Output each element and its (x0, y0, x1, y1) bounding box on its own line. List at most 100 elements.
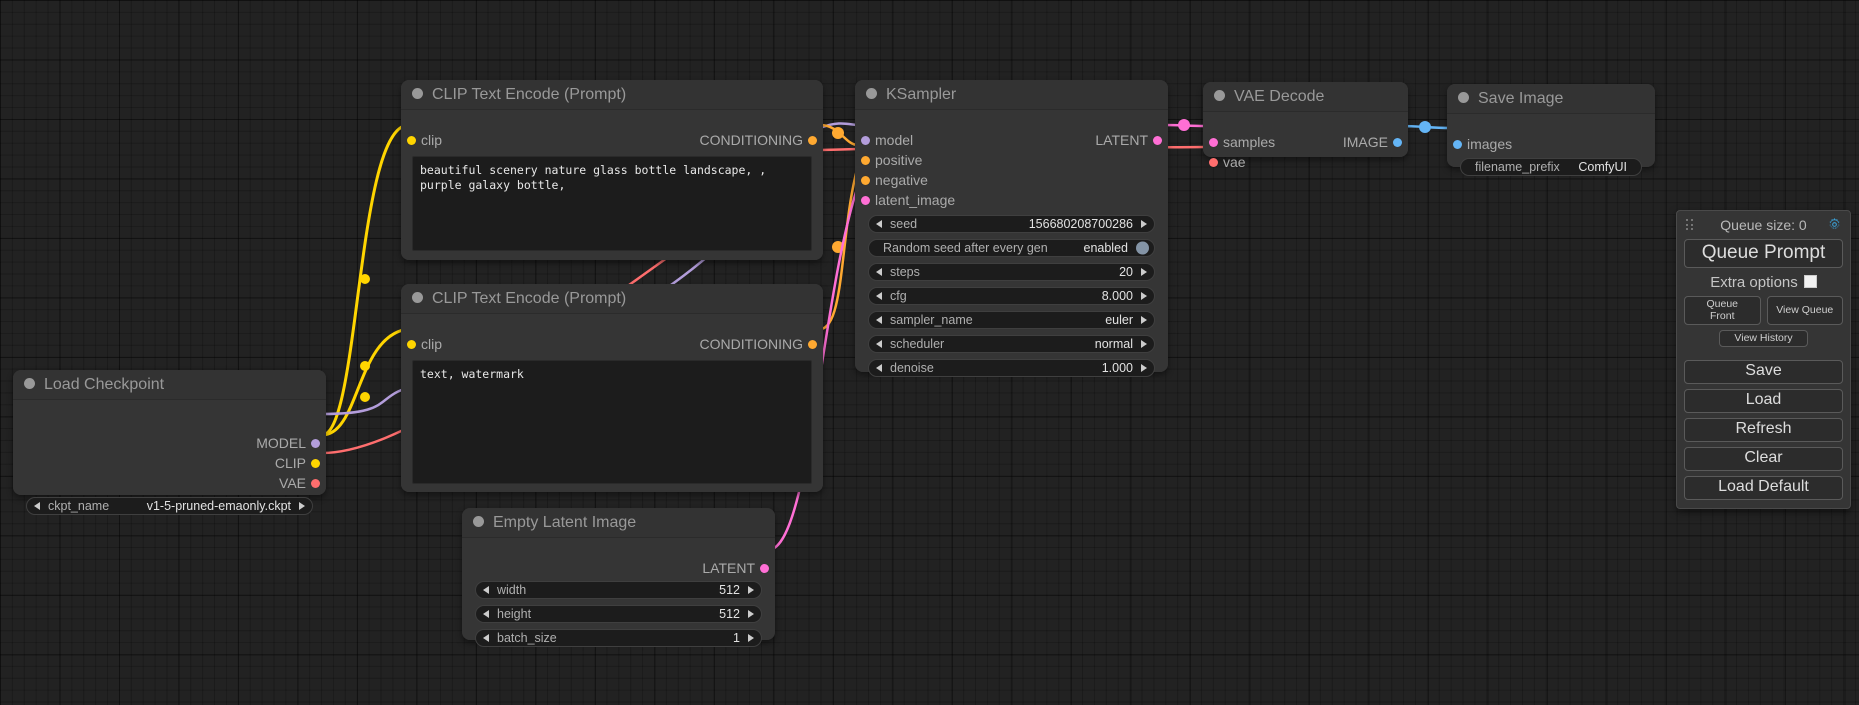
view-history-button[interactable]: View History (1719, 330, 1808, 347)
widget-denoise[interactable]: denoise 1.000 (868, 359, 1155, 377)
input-slot-samples[interactable]: samples (1209, 134, 1275, 150)
widget-value[interactable]: 1.000 (1101, 361, 1133, 375)
increment-arrow-icon[interactable] (1141, 364, 1147, 372)
queue-front-button[interactable]: Queue Front (1684, 296, 1761, 325)
slot-pip-negative-icon[interactable] (861, 176, 870, 185)
output-slot-clip[interactable]: CLIP (275, 455, 320, 471)
next-option-arrow-icon[interactable] (1141, 340, 1147, 348)
widget-value[interactable]: 156680208700286 (1028, 217, 1133, 231)
collapse-dot-icon[interactable] (473, 516, 484, 528)
widget-scheduler[interactable]: scheduler normal (868, 335, 1155, 353)
input-slot-latent-image[interactable]: latent_image (861, 192, 955, 208)
decrement-arrow-icon[interactable] (876, 220, 882, 228)
widget-filename-prefix[interactable]: filename_prefix ComfyUI (1460, 158, 1642, 176)
increment-arrow-icon[interactable] (748, 634, 754, 642)
slot-pip-latent-image-icon[interactable] (861, 196, 870, 205)
collapse-dot-icon[interactable] (412, 88, 423, 100)
widget-value[interactable]: 512 (719, 607, 740, 621)
widget-random-seed-toggle[interactable]: Random seed after every gen enabled (868, 239, 1155, 257)
increment-arrow-icon[interactable] (748, 586, 754, 594)
slot-pip-samples-icon[interactable] (1209, 138, 1218, 147)
widget-batch-size[interactable]: batch_size 1 (475, 629, 762, 647)
slot-pip-conditioning-icon[interactable] (808, 340, 817, 349)
slot-pip-vae-icon[interactable] (311, 479, 320, 488)
next-option-arrow-icon[interactable] (1141, 316, 1147, 324)
slot-pip-clip-icon[interactable] (311, 459, 320, 468)
widget-value[interactable]: v1-5-pruned-emaonly.ckpt (146, 499, 291, 513)
input-slot-images[interactable]: images (1453, 136, 1512, 152)
decrement-arrow-icon[interactable] (876, 364, 882, 372)
output-slot-conditioning[interactable]: CONDITIONING (700, 336, 817, 352)
widget-value[interactable]: euler (1105, 313, 1133, 327)
output-slot-vae[interactable]: VAE (279, 475, 320, 491)
comfy-menu-panel[interactable]: Queue size: 0 Queue Prompt Extra options… (1676, 210, 1851, 509)
previous-option-arrow-icon[interactable] (876, 340, 882, 348)
slot-pip-model-icon[interactable] (311, 439, 320, 448)
widget-value[interactable]: ComfyUI (1578, 160, 1627, 174)
output-slot-latent[interactable]: LATENT (1095, 132, 1162, 148)
node-clip-text-encode-negative[interactable]: CLIP Text Encode (Prompt) clip CONDITION… (401, 284, 823, 492)
node-title-bar[interactable]: VAE Decode (1203, 82, 1408, 111)
collapse-dot-icon[interactable] (24, 378, 35, 390)
drag-handle-icon[interactable] (1686, 219, 1694, 231)
node-title-bar[interactable]: CLIP Text Encode (Prompt) (401, 80, 823, 109)
collapse-dot-icon[interactable] (1458, 92, 1469, 104)
node-title-bar[interactable]: Save Image (1447, 84, 1655, 113)
slot-pip-latent-icon[interactable] (1153, 136, 1162, 145)
view-queue-button[interactable]: View Queue (1766, 296, 1843, 325)
slot-pip-conditioning-icon[interactable] (808, 136, 817, 145)
collapse-dot-icon[interactable] (866, 88, 877, 100)
decrement-arrow-icon[interactable] (483, 610, 489, 618)
slot-pip-images-icon[interactable] (1453, 140, 1462, 149)
increment-arrow-icon[interactable] (1141, 220, 1147, 228)
queue-prompt-button[interactable]: Queue Prompt (1684, 239, 1843, 268)
node-title-bar[interactable]: CLIP Text Encode (Prompt) (401, 284, 823, 313)
prompt-textarea-positive[interactable]: beautiful scenery nature glass bottle la… (412, 156, 812, 251)
widget-value[interactable]: 512 (719, 583, 740, 597)
decrement-arrow-icon[interactable] (876, 292, 882, 300)
slot-pip-vae-icon[interactable] (1209, 158, 1218, 167)
extra-options-checkbox[interactable] (1803, 275, 1817, 288)
toggle-knob-icon[interactable] (1136, 241, 1149, 255)
decrement-arrow-icon[interactable] (876, 268, 882, 276)
output-slot-model[interactable]: MODEL (256, 435, 320, 451)
slot-pip-clip-icon[interactable] (407, 340, 416, 349)
widget-value[interactable]: enabled (1083, 241, 1129, 255)
input-slot-negative[interactable]: negative (861, 172, 928, 188)
clear-button[interactable]: Clear (1684, 447, 1843, 471)
slot-pip-positive-icon[interactable] (861, 156, 870, 165)
save-button[interactable]: Save (1684, 360, 1843, 384)
output-slot-image[interactable]: IMAGE (1343, 134, 1402, 150)
gear-icon[interactable] (1827, 217, 1842, 232)
output-slot-latent[interactable]: LATENT (702, 560, 769, 576)
previous-option-arrow-icon[interactable] (876, 316, 882, 324)
slot-pip-clip-icon[interactable] (407, 136, 416, 145)
input-slot-positive[interactable]: positive (861, 152, 922, 168)
node-ksampler[interactable]: KSampler model positive negative latent_… (855, 80, 1168, 377)
refresh-button[interactable]: Refresh (1684, 418, 1843, 442)
widget-value[interactable]: 20 (1119, 265, 1133, 279)
input-slot-clip[interactable]: clip (407, 336, 442, 352)
input-slot-model[interactable]: model (861, 132, 913, 148)
node-clip-text-encode-positive[interactable]: CLIP Text Encode (Prompt) clip CONDITION… (401, 80, 823, 260)
widget-ckpt-name[interactable]: ckpt_name v1-5-pruned-emaonly.ckpt (26, 497, 313, 515)
output-slot-conditioning[interactable]: CONDITIONING (700, 132, 817, 148)
node-title-bar[interactable]: KSampler (855, 80, 1168, 109)
decrement-arrow-icon[interactable] (483, 634, 489, 642)
load-default-button[interactable]: Load Default (1684, 476, 1843, 500)
node-empty-latent-image[interactable]: Empty Latent Image LATENT width 512 heig… (462, 508, 775, 647)
collapse-dot-icon[interactable] (412, 292, 423, 304)
node-save-image[interactable]: Save Image images filename_prefix ComfyU… (1447, 84, 1655, 176)
slot-pip-image-icon[interactable] (1393, 138, 1402, 147)
decrement-arrow-icon[interactable] (483, 586, 489, 594)
slot-pip-model-icon[interactable] (861, 136, 870, 145)
previous-option-arrow-icon[interactable] (34, 502, 40, 510)
next-option-arrow-icon[interactable] (299, 502, 305, 510)
widget-value[interactable]: 1 (733, 631, 740, 645)
input-slot-clip[interactable]: clip (407, 132, 442, 148)
prompt-textarea-negative[interactable]: text, watermark (412, 360, 812, 484)
node-title-bar[interactable]: Load Checkpoint (13, 370, 326, 399)
increment-arrow-icon[interactable] (1141, 292, 1147, 300)
widget-value[interactable]: normal (1094, 337, 1133, 351)
